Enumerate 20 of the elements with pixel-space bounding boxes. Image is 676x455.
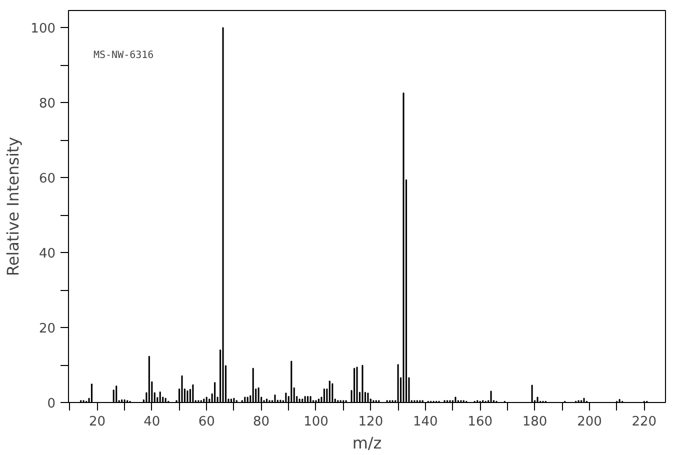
x-tick-label: 40 [144,414,160,430]
y-tick-label: 60 [38,172,56,187]
x-tick-label: 200 [577,414,602,430]
x-tick-label: 20 [88,414,106,430]
x-tick-label: 120 [358,414,384,430]
y-tick-label: 20 [38,322,56,337]
x-tick-label: 220 [632,414,657,430]
x-tick-label: 80 [253,414,270,430]
x-tick-label: 180 [522,414,548,430]
x-axis-title: m/z [352,434,382,452]
x-tick-label: 160 [468,414,493,430]
annotation: MS-NW-6316 [94,50,154,61]
x-tick-label: 140 [412,414,438,430]
y-tick-label: 80 [38,96,56,112]
x-tick-label: 60 [198,414,215,430]
x-tick-label: 100 [304,414,328,430]
y-tick-label: 40 [38,246,56,262]
y-tick-label: 100 [30,22,56,37]
y-axis-title: Relative Intensity [4,136,23,276]
y-tick-label: 0 [47,396,56,412]
